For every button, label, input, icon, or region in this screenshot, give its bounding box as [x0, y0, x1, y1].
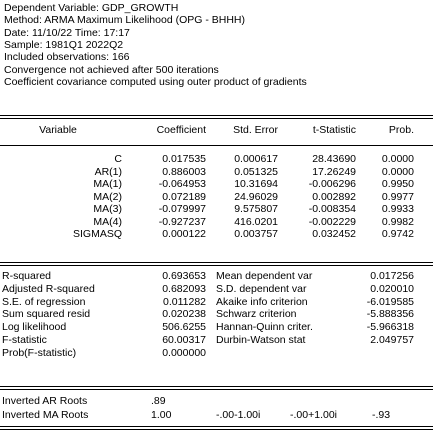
table-cell: 0.0000 — [381, 165, 414, 178]
ma-root-value: -.93 — [372, 409, 391, 421]
table-cell: 0.017535 — [162, 153, 206, 165]
table-cell: 0.0000 — [381, 153, 414, 165]
stats-top-rule — [0, 262, 433, 266]
table-cell: 0.9982 — [381, 215, 414, 228]
stat-value: -5.966318 — [366, 321, 414, 334]
inverted-ar-roots-label: Inverted AR Roots — [2, 395, 88, 407]
table-cell: 17.26249 — [312, 165, 356, 178]
row-variable-name: MA(4) — [93, 215, 122, 228]
ma-root-value: -.00-1.00i — [216, 409, 261, 421]
column-header: Prob. — [388, 124, 414, 136]
stat-value: -6.019585 — [366, 295, 414, 308]
stat-label: R-squared — [2, 270, 52, 282]
header-line: Sample: 1981Q1 2022Q2 — [4, 38, 124, 51]
stat-value: 0.000000 — [162, 346, 206, 359]
column-header: t-Statistic — [312, 124, 356, 136]
stat-value: 2.049757 — [370, 334, 414, 346]
stat-value: -5.888356 — [366, 308, 414, 321]
header-line: Method: ARMA Maximum Likelihood (OPG - B… — [4, 14, 245, 27]
roots-top-rule — [0, 386, 433, 390]
table-cell: 24.96029 — [234, 190, 278, 203]
header-line: Convergence not achieved after 500 itera… — [4, 63, 219, 76]
stat-label: F-statistic — [2, 334, 47, 346]
stat-label: Adjusted R-squared — [2, 282, 95, 295]
table-cell: 0.9742 — [381, 228, 414, 240]
stat-value: 0.011282 — [162, 295, 206, 308]
table-cell: 416.0201 — [234, 215, 278, 228]
table-cell: -0.064953 — [158, 178, 206, 190]
table-cell: 9.575807 — [234, 203, 278, 215]
table-cell: -0.079997 — [158, 203, 206, 215]
table-cell: 0.9933 — [381, 203, 414, 215]
stat-label: Hannan-Quinn criter. — [216, 321, 313, 334]
table-cell: 0.000122 — [162, 228, 206, 240]
stat-label: S.D. dependent var — [216, 282, 307, 295]
column-header: Coefficient — [156, 124, 206, 136]
table-cell: 10.31694 — [234, 178, 278, 190]
stat-value: 0.020010 — [370, 282, 414, 295]
stat-value: 0.020238 — [162, 308, 206, 321]
row-variable-name: SIGMASQ — [72, 228, 122, 240]
row-variable-name: C — [114, 153, 122, 165]
coef-header-rule — [0, 145, 433, 146]
ar-root-value: .89 — [151, 395, 166, 407]
ma-root-value: -.00+1.00i — [290, 409, 337, 421]
stat-label: Sum squared resid — [2, 308, 91, 321]
row-variable-name: AR(1) — [94, 165, 122, 178]
table-cell: -0.002229 — [308, 215, 356, 228]
table-cell: 0.886003 — [162, 165, 206, 178]
table-cell: 0.9950 — [381, 178, 414, 190]
stat-value: 60.00317 — [162, 334, 206, 346]
table-top-rule — [0, 115, 433, 119]
table-cell: -0.927237 — [158, 215, 206, 228]
stat-value: 0.693653 — [162, 270, 206, 282]
stat-label: Akaike info criterion — [216, 295, 308, 308]
stat-label: Mean dependent var — [216, 270, 313, 282]
row-variable-name: MA(1) — [93, 178, 122, 190]
table-cell: 0.003757 — [234, 228, 278, 240]
header-line: Date: 11/10/22 Time: 17:17 — [4, 26, 130, 39]
table-cell: 0.000617 — [234, 153, 278, 165]
stat-value: 0.682093 — [162, 282, 206, 295]
bottom-rule — [0, 426, 433, 430]
row-variable-name: MA(2) — [93, 190, 122, 203]
inverted-ma-roots-label: Inverted MA Roots — [2, 409, 89, 421]
table-cell: 0.072189 — [162, 190, 206, 203]
table-cell: -0.008354 — [308, 203, 356, 215]
stat-label: Log likelihood — [2, 321, 67, 334]
stat-label: Prob(F-statistic) — [2, 346, 77, 359]
column-header: Std. Error — [233, 124, 278, 136]
stat-label: S.E. of regression — [2, 295, 86, 308]
column-header-variable: Variable — [39, 124, 77, 136]
header-line: Included observations: 166 — [4, 51, 130, 64]
header-line: Coefficient covariance computed using ou… — [4, 75, 307, 88]
header-line: Dependent Variable: GDP_GROWTH — [4, 2, 179, 14]
table-cell: 28.43690 — [312, 153, 356, 165]
table-cell: 0.051325 — [234, 165, 278, 178]
table-cell: 0.032452 — [312, 228, 356, 240]
stat-value: 506.6255 — [162, 321, 206, 334]
stat-label: Durbin-Watson stat — [216, 334, 306, 346]
table-cell: 0.9977 — [381, 190, 414, 203]
stat-label: Schwarz criterion — [216, 308, 297, 321]
stat-value: 0.017256 — [370, 270, 414, 282]
row-variable-name: MA(3) — [93, 203, 122, 215]
ma-root-value: 1.00 — [151, 409, 172, 421]
table-cell: 0.002892 — [312, 190, 356, 203]
table-cell: -0.006296 — [308, 178, 356, 190]
